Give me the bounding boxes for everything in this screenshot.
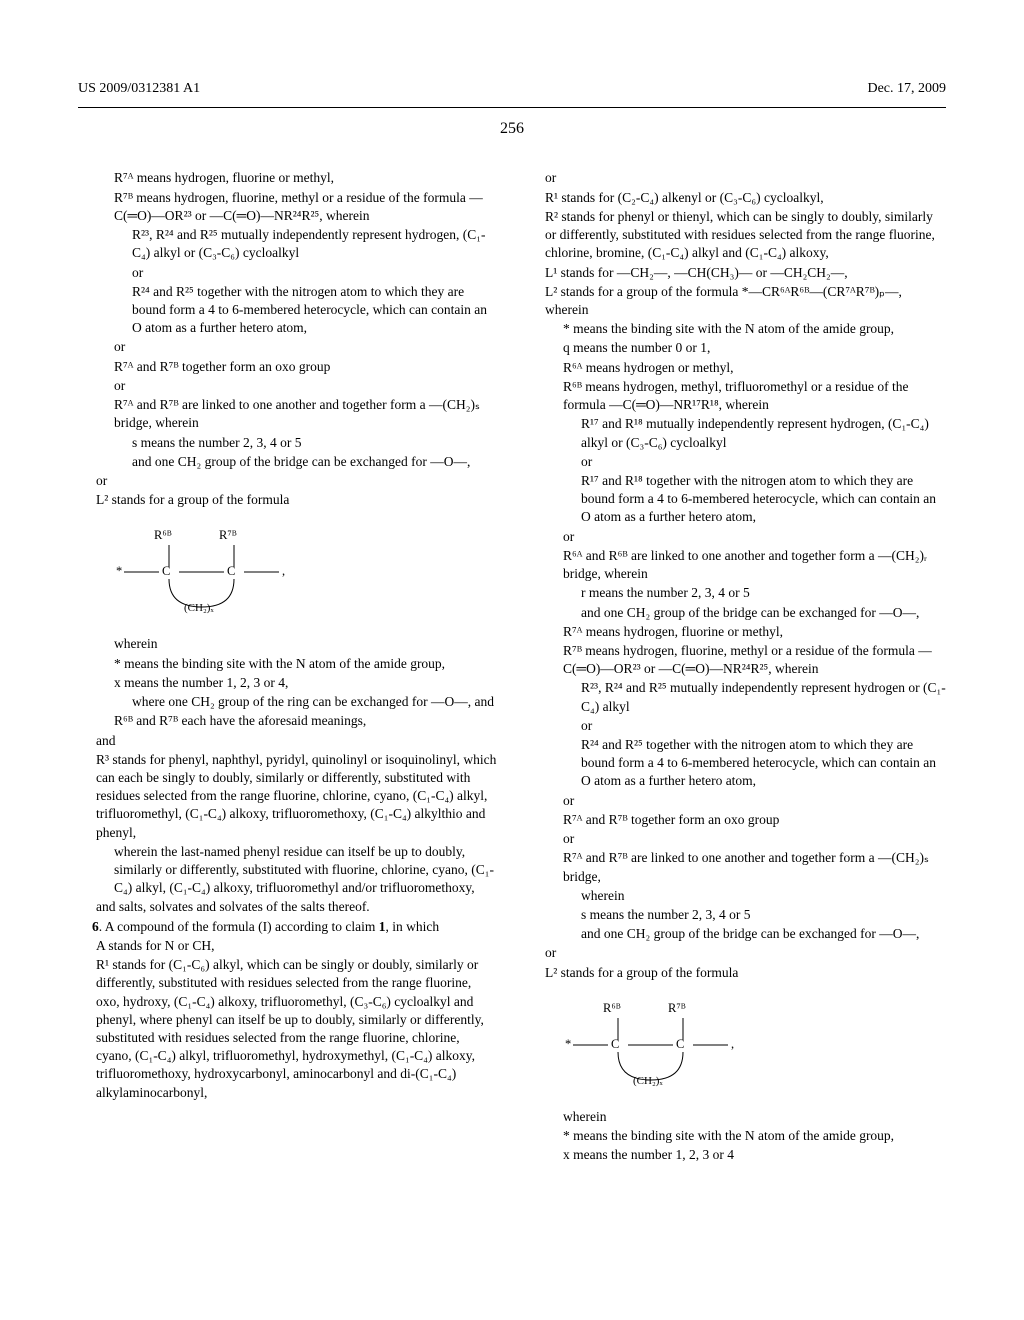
body-text: R¹ stands for (C₁-C₆) alkyl, which can b… — [78, 956, 497, 1102]
body-text: * means the binding site with the N atom… — [527, 320, 946, 338]
body-text: R¹⁷ and R¹⁸ together with the nitrogen a… — [527, 472, 946, 527]
right-column: or R¹ stands for (C₂-C₄) alkenyl or (C₃-… — [527, 169, 946, 1165]
body-text: * means the binding site with the N atom… — [527, 1127, 946, 1145]
two-column-layout: R⁷ᴬ means hydrogen, fluorine or methyl, … — [78, 169, 946, 1165]
body-text: R⁷ᴬ means hydrogen, fluorine or methyl, — [78, 169, 497, 187]
chemical-formula-diagram: * C C R⁶ᴮ R⁷ᴮ (CH₂)ₓ , — [114, 527, 294, 617]
body-text: R³ stands for phenyl, naphthyl, pyridyl,… — [78, 751, 497, 842]
body-text: q means the number 0 or 1, — [527, 339, 946, 357]
body-text: R¹ stands for (C₂-C₄) alkenyl or (C₃-C₆)… — [527, 189, 946, 207]
body-text: or — [78, 472, 497, 490]
body-text: R⁷ᴬ and R⁷ᴮ together form an oxo group — [527, 811, 946, 829]
body-text: or — [527, 944, 946, 962]
chemical-formula-diagram: * C C R⁶ᴮ R⁷ᴮ (CH₂)ₓ , — [563, 1000, 743, 1090]
body-text: L¹ stands for —CH₂—, —CH(CH₃)— or —CH₂CH… — [527, 264, 946, 282]
body-text: * means the binding site with the N atom… — [78, 655, 497, 673]
body-text: R⁷ᴬ means hydrogen, fluorine or methyl, — [527, 623, 946, 641]
body-text: x means the number 1, 2, 3 or 4, — [78, 674, 497, 692]
body-text: or — [527, 453, 946, 471]
body-text: R²⁴ and R²⁵ together with the nitrogen a… — [527, 736, 946, 791]
body-text: or — [527, 830, 946, 848]
body-text: R²⁴ and R²⁵ together with the nitrogen a… — [78, 283, 497, 338]
claim-number: 6 — [92, 919, 99, 934]
publication-number: US 2009/0312381 A1 — [78, 80, 200, 99]
body-text: R⁶ᴬ means hydrogen or methyl, — [527, 359, 946, 377]
body-text: and — [78, 732, 497, 750]
body-text: or — [78, 377, 497, 395]
body-text: R⁷ᴬ and R⁷ᴮ are linked to one another an… — [78, 396, 497, 432]
body-text: R²³, R²⁴ and R²⁵ mutually independently … — [527, 679, 946, 715]
formula-r6b: R⁶ᴮ — [603, 1000, 621, 1017]
body-text: s means the number 2, 3, 4 or 5 — [78, 434, 497, 452]
body-text: r means the number 2, 3, 4 or 5 — [527, 584, 946, 602]
body-text: or — [527, 528, 946, 546]
body-text: R⁶ᴮ means hydrogen, methyl, trifluoromet… — [527, 378, 946, 414]
claim-ref: 1 — [379, 919, 386, 934]
body-text: R⁷ᴮ means hydrogen, fluorine, methyl or … — [527, 642, 946, 678]
page-root: US 2009/0312381 A1 Dec. 17, 2009 256 R⁷ᴬ… — [0, 0, 1024, 1206]
formula-r6b: R⁶ᴮ — [154, 527, 172, 544]
formula-c: C — [676, 1036, 684, 1053]
body-text: s means the number 2, 3, 4 or 5 — [527, 906, 946, 924]
publication-date: Dec. 17, 2009 — [867, 80, 946, 99]
body-text: R⁷ᴮ means hydrogen, fluorine, methyl or … — [78, 189, 497, 225]
body-text: or — [527, 792, 946, 810]
formula-star: * — [116, 563, 122, 580]
body-text: or — [78, 338, 497, 356]
body-text: A stands for N or CH, — [78, 937, 497, 955]
body-text: R² stands for phenyl or thienyl, which c… — [527, 208, 946, 263]
header-rule — [78, 107, 946, 108]
body-text: wherein — [78, 635, 497, 653]
body-text: wherein the last-named phenyl residue ca… — [78, 843, 497, 898]
body-text: R⁷ᴬ and R⁷ᴮ together form an oxo group — [78, 358, 497, 376]
claim-6: 6. A compound of the formula (I) accordi… — [78, 918, 497, 936]
body-text: L² stands for a group of the formula — [527, 964, 946, 982]
formula-star: * — [565, 1036, 571, 1053]
formula-r7b: R⁷ᴮ — [668, 1000, 686, 1017]
body-text: R¹⁷ and R¹⁸ mutually independently repre… — [527, 415, 946, 451]
body-text: R⁷ᴬ and R⁷ᴮ are linked to one another an… — [527, 849, 946, 885]
formula-ch2x: (CH₂)ₓ — [184, 601, 214, 616]
formula-ch2x: (CH₂)ₓ — [633, 1074, 663, 1089]
body-text: or — [78, 264, 497, 282]
body-text: L² stands for a group of the formula *—C… — [527, 283, 946, 319]
body-text: or — [527, 169, 946, 187]
body-text: R²³, R²⁴ and R²⁵ mutually independently … — [78, 226, 497, 262]
formula-r7b: R⁷ᴮ — [219, 527, 237, 544]
formula-c: C — [162, 563, 170, 580]
page-number: 256 — [78, 118, 946, 140]
body-text: L² stands for a group of the formula — [78, 491, 497, 509]
left-column: R⁷ᴬ means hydrogen, fluorine or methyl, … — [78, 169, 497, 1165]
body-text: and one CH₂ group of the bridge can be e… — [527, 925, 946, 943]
body-text: x means the number 1, 2, 3 or 4 — [527, 1146, 946, 1164]
body-text: and salts, solvates and solvates of the … — [78, 898, 497, 916]
body-text: and one CH₂ group of the bridge can be e… — [78, 453, 497, 471]
page-header: US 2009/0312381 A1 Dec. 17, 2009 — [78, 80, 946, 99]
body-text: where one CH₂ group of the ring can be e… — [78, 693, 497, 711]
formula-c: C — [611, 1036, 619, 1053]
body-text: and one CH₂ group of the bridge can be e… — [527, 604, 946, 622]
body-text: or — [527, 717, 946, 735]
body-text: wherein — [527, 1108, 946, 1126]
body-text: R⁶ᴮ and R⁷ᴮ each have the aforesaid mean… — [78, 712, 497, 730]
formula-c: C — [227, 563, 235, 580]
body-text: R⁶ᴬ and R⁶ᴮ are linked to one another an… — [527, 547, 946, 583]
body-text: wherein — [527, 887, 946, 905]
